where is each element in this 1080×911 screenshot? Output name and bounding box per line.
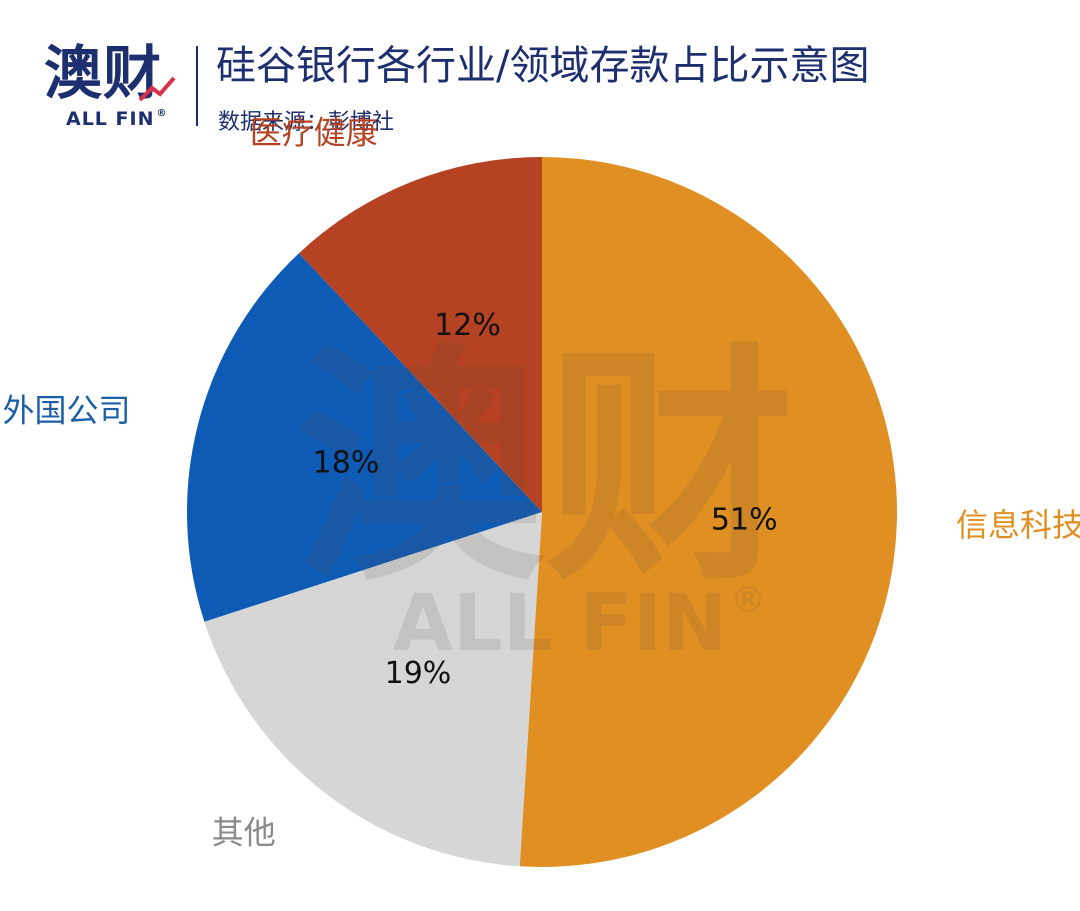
watermark: 澳财 ALL FIN ®: [295, 323, 795, 669]
pie-labels: 51% 信息科技 19% 其他 18% 外国公司 12% 医疗健康: [3, 113, 1080, 851]
slice-category-label: 医疗健康: [250, 113, 378, 151]
logo-english-label: ALL FIN: [66, 108, 155, 130]
slice-value-label: 12%: [434, 308, 501, 343]
logo-chart-accent-icon: [138, 76, 176, 102]
slice-category-label: 其他: [212, 814, 276, 852]
data-source: 数据来源：彭博社: [218, 110, 395, 135]
logo-registered-mark: ®: [156, 108, 168, 119]
slice-category-label: 信息科技: [956, 506, 1080, 544]
chart-title: 硅谷银行各行业/领域存款占比示意图: [216, 43, 870, 89]
allfin-logo: 澳财 ALL FIN ®: [44, 38, 184, 134]
pie-slice: [187, 253, 542, 622]
chart-header: 澳财 ALL FIN ® 硅谷银行各行业/领域存款占比示意图 数据来源：彭博社: [0, 0, 1080, 140]
watermark-english: ALL FIN: [393, 579, 728, 669]
slice-value-label: 51%: [711, 502, 778, 537]
slice-category-label: 外国公司: [3, 391, 131, 429]
slice-value-label: 19%: [385, 656, 452, 691]
pie-slice: [298, 157, 542, 512]
pie-slices: [187, 157, 898, 868]
header-divider: [196, 46, 198, 126]
slice-value-label: 18%: [313, 446, 380, 481]
watermark-chinese: 澳财: [295, 323, 795, 614]
pie-slice: [204, 512, 542, 867]
watermark-registered-mark: ®: [730, 580, 766, 621]
pie-slice: [519, 157, 898, 868]
logo-english-text: ALL FIN ®: [66, 108, 167, 130]
